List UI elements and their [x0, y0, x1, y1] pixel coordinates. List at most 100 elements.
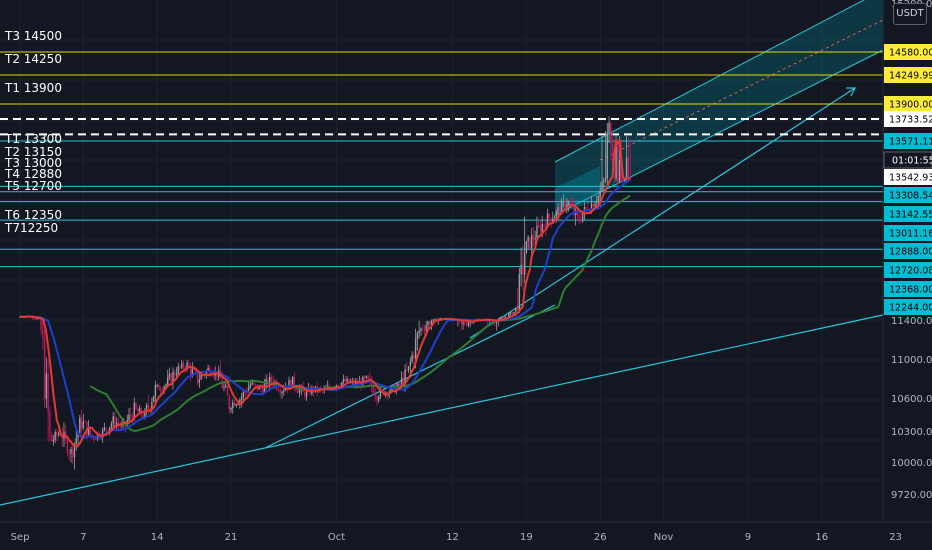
candle-body	[72, 448, 74, 458]
candle-body	[110, 423, 113, 428]
candle-body	[265, 379, 267, 384]
candle-body	[167, 377, 169, 385]
candle-body	[599, 189, 601, 196]
candle-body	[181, 363, 183, 368]
candle-body	[298, 389, 301, 393]
countdown-label: 01:01:55	[892, 156, 932, 167]
candle-body	[195, 370, 197, 373]
candle-body	[460, 320, 463, 324]
candle-body	[158, 384, 160, 391]
price-tag-bg	[884, 262, 932, 278]
candle-body	[66, 438, 69, 454]
candle-body	[212, 375, 215, 377]
candle-body	[142, 414, 144, 418]
candle-body	[112, 416, 114, 424]
candle-body	[555, 211, 557, 217]
price-tag-bg	[884, 67, 932, 83]
x-tick-label: 7	[80, 532, 86, 543]
candle-body	[425, 325, 427, 331]
candle-body	[611, 142, 614, 178]
candle-body	[464, 322, 466, 325]
candle-body	[149, 407, 151, 410]
candle-body	[36, 318, 39, 320]
channel-fill	[555, 0, 883, 215]
time-axis: Sep 7 14 21 Oct 12 19 26 Nov 9 16 23	[0, 521, 932, 550]
candle-body	[116, 422, 118, 426]
candle-body	[281, 391, 283, 393]
candle-body	[594, 203, 596, 207]
price-tag-bg	[884, 299, 932, 315]
price-tag-label: 13011.16	[889, 229, 932, 240]
candle-body	[567, 202, 570, 205]
candle-body	[418, 330, 420, 333]
candle-body	[402, 377, 405, 385]
candle-body	[144, 411, 146, 418]
price-tag-bg	[884, 96, 932, 112]
candle-body	[304, 392, 306, 397]
candle-body	[523, 253, 526, 275]
candle-body	[77, 432, 79, 439]
price-tag-bg	[884, 133, 932, 149]
candle-body	[560, 201, 563, 215]
candle-body	[545, 224, 547, 228]
candle-body	[84, 421, 86, 423]
candle-body	[566, 204, 568, 209]
candle-body	[305, 390, 308, 397]
candle-body	[205, 370, 208, 376]
candle-body	[430, 320, 433, 325]
candle-body	[504, 316, 506, 318]
candle-body	[230, 407, 232, 410]
candle-body	[80, 418, 83, 429]
candle-body	[242, 391, 245, 398]
channel-start-fill	[555, 166, 600, 215]
target-label: T1 13900	[4, 81, 62, 95]
candle-body	[548, 213, 550, 219]
price-tag-label: 12888.00	[889, 247, 932, 258]
candle-body	[75, 438, 77, 444]
y-tick-label: 10300.00	[891, 427, 932, 438]
candle-body	[182, 363, 185, 368]
candle-body	[57, 434, 60, 436]
currency-badge[interactable]: USDT	[893, 3, 927, 25]
candle-body	[138, 408, 141, 412]
candle-body	[177, 366, 179, 375]
candle-body	[406, 369, 408, 371]
price-tag-label: 12368.00	[889, 285, 932, 296]
candle-body	[620, 160, 623, 180]
candle-body	[569, 202, 572, 205]
candle-body	[580, 219, 582, 222]
candle-body	[516, 307, 519, 311]
candle-body	[131, 416, 134, 420]
price-tag-bg	[884, 225, 932, 241]
candle-body	[495, 321, 498, 324]
x-tick-label: 16	[815, 532, 828, 543]
candle-body	[43, 337, 46, 399]
y-tick-label: 10000.00	[891, 458, 932, 469]
candle-body	[163, 386, 165, 391]
candle-body	[557, 207, 559, 212]
candle-body	[79, 418, 81, 433]
candle-body	[601, 181, 603, 190]
price-tag-label: 14580.00	[889, 48, 932, 59]
y-tick-label: 10600.00	[891, 394, 932, 405]
candle-body	[606, 132, 608, 179]
candle-body	[165, 384, 167, 387]
candle-body	[564, 200, 566, 209]
candle-body	[400, 377, 403, 385]
candle-body	[117, 422, 120, 425]
candle-body	[279, 390, 281, 393]
candle-body	[114, 416, 116, 426]
candle-body	[506, 316, 508, 318]
candle-body	[198, 379, 201, 383]
price-tag-label: 13142.55	[889, 210, 932, 221]
candle-body	[263, 383, 266, 393]
x-tick-label: Sep	[11, 532, 30, 543]
candle-body	[434, 318, 436, 320]
candle-body	[370, 380, 373, 388]
candle-body	[54, 431, 56, 440]
candle-body	[232, 402, 234, 408]
candle-body	[82, 421, 84, 429]
candle-body	[622, 179, 624, 182]
